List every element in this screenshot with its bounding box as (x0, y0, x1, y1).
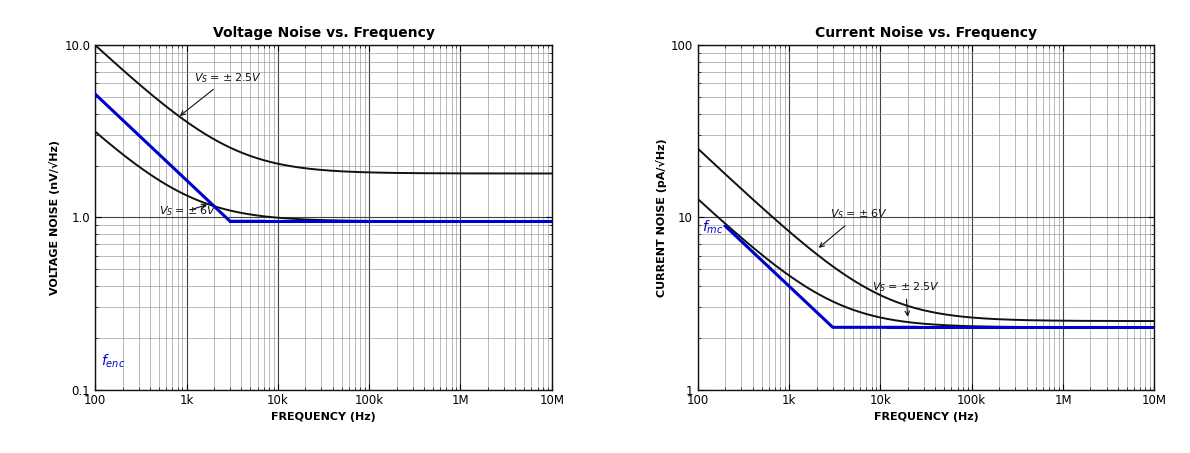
Text: $V_S = \pm2.5V$: $V_S = \pm2.5V$ (871, 280, 940, 316)
Text: $f_{mc}$: $f_{mc}$ (702, 219, 724, 236)
Text: $V_S = \pm2.5V$: $V_S = \pm2.5V$ (181, 71, 262, 115)
X-axis label: FREQUENCY (Hz): FREQUENCY (Hz) (271, 412, 376, 422)
Text: $V_S = \pm6V$: $V_S = \pm6V$ (159, 204, 217, 217)
Y-axis label: CURRENT NOISE (pA/√Hz): CURRENT NOISE (pA/√Hz) (656, 138, 666, 297)
Text: $f_{enc}$: $f_{enc}$ (101, 352, 125, 370)
Title: Voltage Noise vs. Frequency: Voltage Noise vs. Frequency (213, 26, 434, 40)
X-axis label: FREQUENCY (Hz): FREQUENCY (Hz) (873, 412, 978, 422)
Y-axis label: VOLTAGE NOISE (nV/√Hz): VOLTAGE NOISE (nV/√Hz) (49, 140, 61, 295)
Title: Current Noise vs. Frequency: Current Noise vs. Frequency (815, 26, 1036, 40)
Text: $V_S = \pm6V$: $V_S = \pm6V$ (820, 207, 888, 247)
